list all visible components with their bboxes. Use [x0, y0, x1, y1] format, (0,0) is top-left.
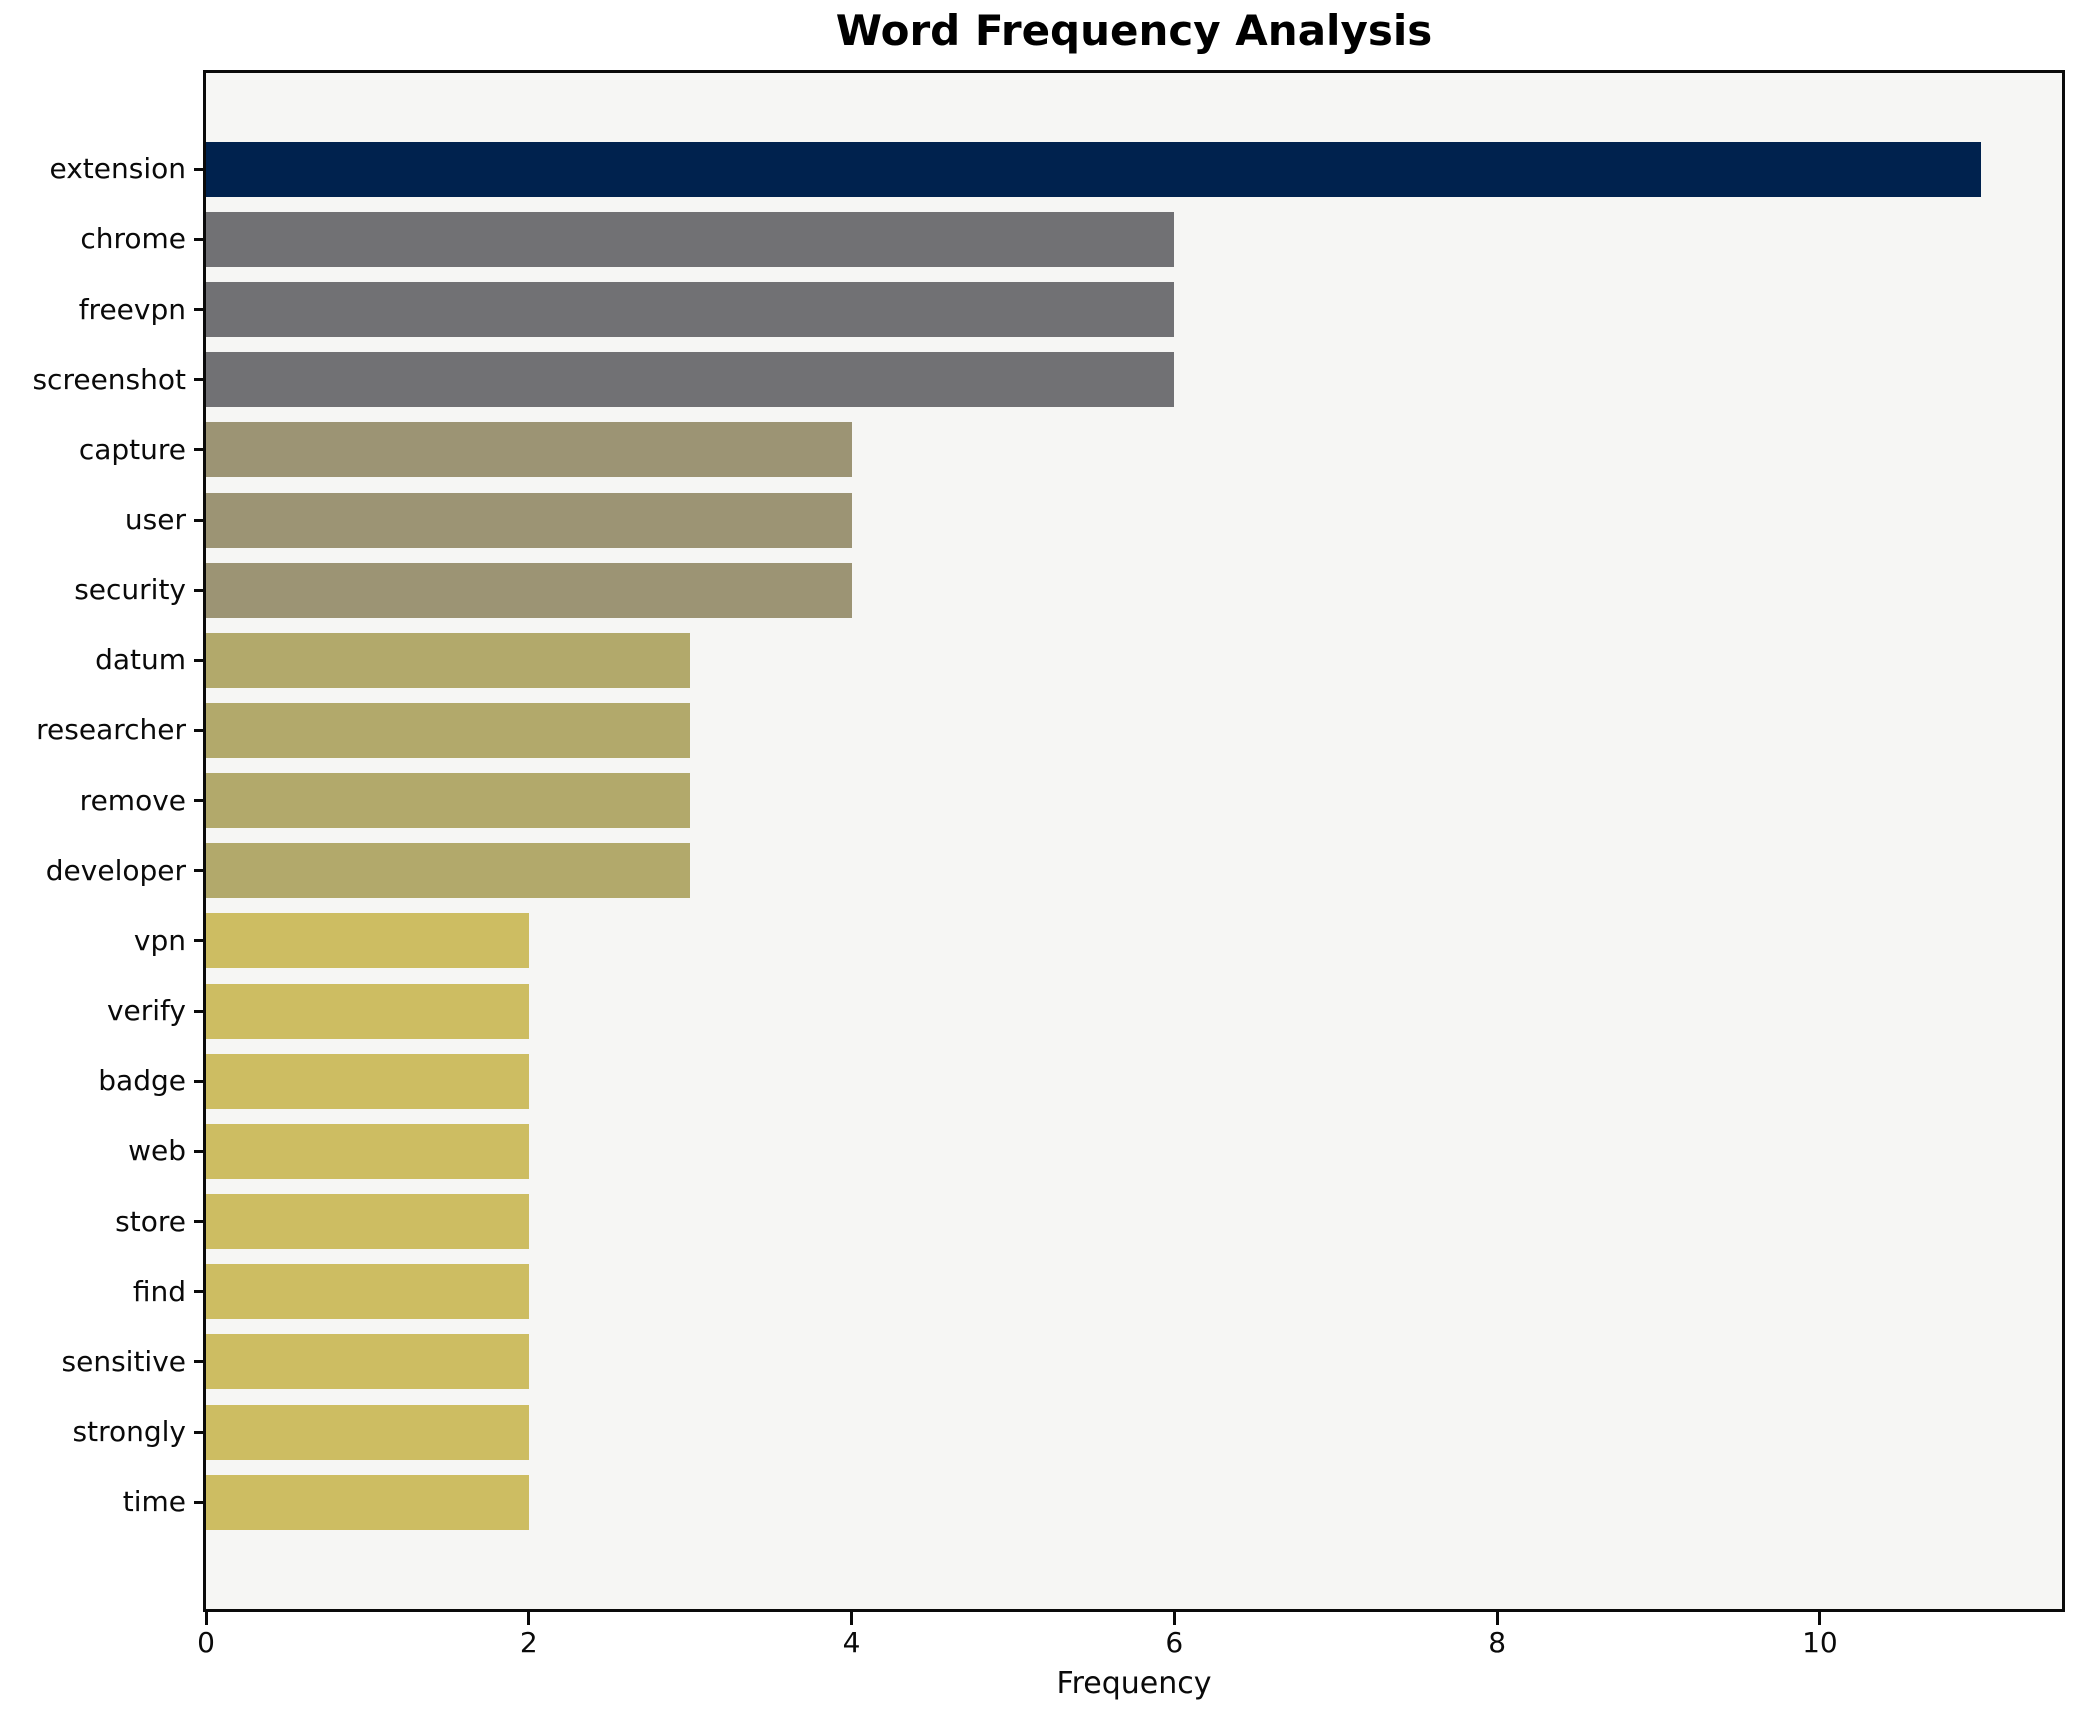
bar-verify — [206, 983, 529, 1039]
x-tick-mark — [850, 1612, 854, 1625]
y-tick-mark — [194, 167, 203, 171]
y-tick-label-screenshot: screenshot — [32, 362, 186, 396]
y-tick-mark — [194, 869, 203, 873]
y-tick-mark — [194, 588, 203, 592]
y-tick-mark — [194, 1079, 203, 1083]
y-tick-label-store: store — [115, 1204, 186, 1238]
x-tick-mark — [1818, 1612, 1822, 1625]
x-tick-label-0: 0 — [197, 1626, 215, 1659]
y-tick-mark — [194, 237, 203, 241]
y-tick-mark — [194, 448, 203, 452]
bar-capture — [206, 422, 852, 478]
y-tick-label-vpn: vpn — [133, 923, 186, 957]
y-tick-mark — [194, 1500, 203, 1504]
chart-title: Word Frequency Analysis — [835, 6, 1433, 55]
x-tick-label-4: 4 — [842, 1626, 861, 1659]
y-tick-mark — [194, 658, 203, 662]
x-tick-label-2: 2 — [519, 1626, 538, 1659]
y-tick-label-extension: extension — [49, 152, 187, 186]
x-axis-title: Frequency — [1056, 1666, 1212, 1701]
bar-freevpn — [206, 282, 1175, 338]
y-tick-label-user: user — [124, 503, 186, 536]
y-tick-label-web: web — [128, 1134, 186, 1168]
y-tick-label-verify: verify — [106, 994, 186, 1028]
y-tick-mark — [194, 1290, 203, 1294]
bar-researcher — [206, 702, 691, 758]
x-tick-mark — [204, 1612, 208, 1625]
bar-security — [206, 562, 852, 618]
bar-vpn — [206, 913, 529, 969]
y-tick-label-freevpn: freevpn — [78, 292, 186, 326]
y-tick-label-security: security — [74, 573, 186, 607]
x-tick-mark — [1495, 1612, 1499, 1625]
bar-strongly — [206, 1404, 529, 1460]
y-tick-mark — [194, 728, 203, 732]
y-tick-label-datum: datum — [95, 643, 186, 677]
bar-store — [206, 1194, 529, 1250]
bar-chrome — [206, 211, 1175, 267]
bar-sensitive — [206, 1334, 529, 1390]
y-tick-mark — [194, 1430, 203, 1434]
bar-datum — [206, 632, 691, 688]
y-tick-label-time: time — [122, 1485, 186, 1519]
y-tick-label-remove: remove — [79, 783, 186, 817]
bar-extension — [206, 141, 1982, 197]
y-tick-mark — [194, 378, 203, 382]
y-tick-mark — [194, 939, 203, 943]
y-tick-mark — [194, 799, 203, 803]
bar-developer — [206, 843, 691, 899]
bar-web — [206, 1123, 529, 1179]
y-tick-label-badge: badge — [98, 1064, 186, 1098]
x-tick-mark — [527, 1612, 531, 1625]
bar-user — [206, 492, 852, 548]
y-tick-mark — [194, 1220, 203, 1224]
plot-area — [203, 70, 2065, 1612]
y-tick-mark — [194, 308, 203, 312]
y-tick-label-capture: capture — [78, 432, 186, 466]
x-tick-label-6: 6 — [1165, 1626, 1184, 1659]
bar-screenshot — [206, 352, 1175, 408]
bar-time — [206, 1474, 529, 1530]
y-tick-label-sensitive: sensitive — [61, 1344, 186, 1378]
y-tick-label-developer: developer — [45, 853, 186, 887]
x-tick-mark — [1172, 1612, 1176, 1625]
y-tick-label-strongly: strongly — [72, 1415, 186, 1449]
x-tick-label-10: 10 — [1802, 1626, 1838, 1659]
bar-remove — [206, 773, 691, 829]
y-tick-mark — [194, 1360, 203, 1364]
y-tick-mark — [194, 1009, 203, 1013]
y-tick-mark — [194, 1149, 203, 1153]
y-tick-label-chrome: chrome — [80, 222, 186, 256]
y-tick-label-researcher: researcher — [36, 713, 186, 747]
y-tick-label-find: find — [132, 1274, 186, 1308]
bar-find — [206, 1264, 529, 1320]
x-tick-label-8: 8 — [1488, 1626, 1507, 1659]
y-tick-mark — [194, 518, 203, 522]
bar-badge — [206, 1053, 529, 1109]
